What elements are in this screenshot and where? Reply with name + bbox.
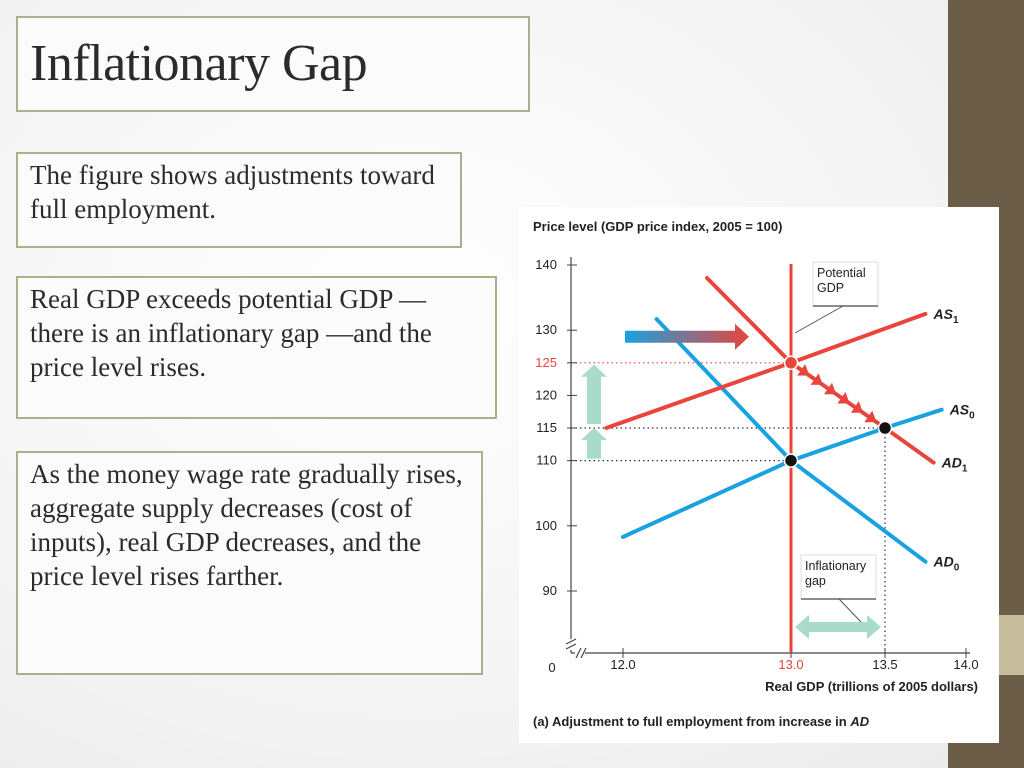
axis-origin-label: 0 xyxy=(548,660,555,675)
curve-label-as1: AS1 xyxy=(933,306,959,326)
gap-explanation-text: Real GDP exceeds potential GDP — there i… xyxy=(30,284,432,382)
potential-gdp-callout-box xyxy=(812,261,879,307)
potential-gdp-callout-leader xyxy=(794,305,844,334)
movement-arrowhead xyxy=(864,410,877,423)
inflationary-gap-callout-box xyxy=(800,554,877,600)
title-box: Inflationary Gap xyxy=(16,16,530,112)
x-tick-label: 13.5 xyxy=(872,657,897,672)
potential-gdp-callout-text: Potential xyxy=(817,266,866,280)
curve-label-name: AS xyxy=(949,402,970,418)
y-axis-label: Price level (GDP price index, 2005 = 100… xyxy=(533,219,782,234)
price-rise-arrow-large xyxy=(581,364,607,424)
page-title: Inflationary Gap xyxy=(30,35,368,92)
x-tick-label: 14.0 xyxy=(953,657,978,672)
gap-explanation-box: Real GDP exceeds potential GDP — there i… xyxy=(16,276,497,419)
chart-caption-text: (a) Adjustment to full employment from i… xyxy=(533,714,850,729)
x-axis-break xyxy=(575,647,587,659)
adjustment-explanation-box: As the money wage rate gradually rises, … xyxy=(16,451,483,675)
curve-label-subscript: 0 xyxy=(969,411,975,422)
y-tick-label: 100 xyxy=(535,518,557,533)
x-tick-label: 13.0 xyxy=(778,657,803,672)
inflationary-gap-callout-leader xyxy=(838,598,862,623)
curve-label-subscript: 1 xyxy=(953,315,959,326)
adjustment-explanation-text: As the money wage rate gradually rises, … xyxy=(30,459,463,591)
chart-figure: Price level (GDP price index, 2005 = 100… xyxy=(519,207,999,743)
inflationary-gap-arrow xyxy=(795,615,881,639)
y-tick-label: 125 xyxy=(535,355,557,370)
y-axis-break xyxy=(565,638,577,650)
curve-label-subscript: 1 xyxy=(962,464,968,475)
movement-arrowhead xyxy=(810,373,823,385)
curve-label-name: AD xyxy=(933,554,954,570)
curve-label-name: AS xyxy=(933,306,954,322)
intro-text: The figure shows adjustments toward full… xyxy=(30,160,435,224)
curve-label-ad0: AD0 xyxy=(933,554,960,574)
y-tick-label: 115 xyxy=(536,420,557,435)
curve-label-name: AD xyxy=(941,455,962,471)
movement-arrowhead xyxy=(824,382,837,395)
y-tick-label: 130 xyxy=(535,322,557,337)
inflationary-gap-callout-text: Inflationary xyxy=(805,559,867,573)
equilibrium-point xyxy=(783,355,799,371)
y-tick-label: 110 xyxy=(536,453,557,468)
movement-arrowhead xyxy=(797,364,810,376)
curve-as0 xyxy=(621,407,944,539)
x-axis-label: Real GDP (trillions of 2005 dollars) xyxy=(765,679,978,694)
chart-caption-ad: AD xyxy=(849,714,869,729)
y-tick-label: 90 xyxy=(543,583,557,598)
demand-shift-arrow xyxy=(625,323,749,350)
chart-caption: (a) Adjustment to full employment from i… xyxy=(533,714,870,729)
curve-label-ad1: AD1 xyxy=(941,455,968,475)
intro-text-box: The figure shows adjustments toward full… xyxy=(16,152,462,248)
curve-label-subscript: 0 xyxy=(954,563,960,574)
curve-label-as0: AS0 xyxy=(949,402,975,422)
equilibrium-point xyxy=(783,453,799,468)
inflationary-gap-chart: Price level (GDP price index, 2005 = 100… xyxy=(533,219,979,729)
movement-arrowhead xyxy=(850,401,864,413)
decorative-side-band-accent xyxy=(998,615,1024,675)
potential-gdp-callout-text: GDP xyxy=(817,281,844,295)
y-tick-label: 140 xyxy=(535,257,557,272)
inflationary-gap-callout-text: gap xyxy=(805,574,826,588)
y-tick-label: 120 xyxy=(535,387,557,402)
equilibrium-point xyxy=(877,420,893,436)
movement-arrowhead xyxy=(837,392,850,404)
price-rise-arrow-small xyxy=(581,428,607,459)
x-tick-label: 12.0 xyxy=(610,657,635,672)
guide-lines xyxy=(571,362,886,653)
curve-ad1 xyxy=(705,276,936,465)
